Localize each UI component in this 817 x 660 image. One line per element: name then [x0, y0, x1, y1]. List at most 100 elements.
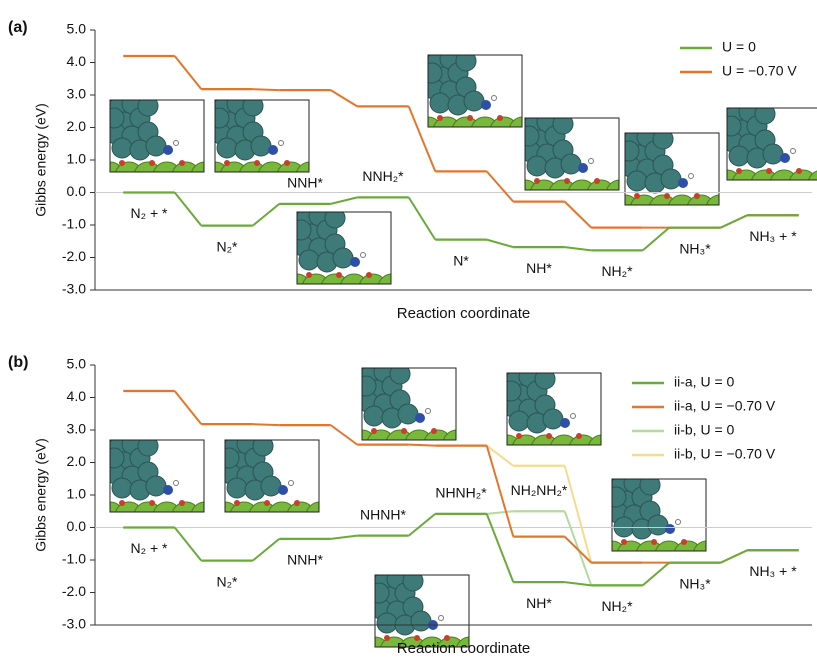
cluster-atom — [398, 404, 418, 424]
connector — [253, 424, 280, 425]
cluster-atom — [627, 171, 647, 191]
h-atom — [426, 409, 431, 414]
h-atom — [492, 96, 497, 101]
cluster-atom — [209, 108, 229, 128]
cluster-atom — [535, 369, 555, 389]
state-label: NNH₂* — [362, 168, 404, 184]
connector — [253, 204, 280, 226]
cluster-atom — [653, 129, 673, 149]
cluster-atom — [501, 381, 521, 401]
cluster-atom — [430, 93, 450, 113]
connector — [409, 514, 436, 536]
support-atom — [693, 541, 721, 569]
cluster-atom — [648, 515, 668, 535]
h-atom — [676, 520, 681, 525]
connector — [487, 171, 514, 201]
cluster-atom — [356, 376, 376, 396]
o-atom — [371, 428, 377, 434]
x-axis-title: Reaction coordinate — [397, 640, 530, 655]
state-label: N₂* — [217, 573, 239, 589]
cluster-atom — [219, 448, 239, 468]
o-atom — [149, 160, 155, 166]
connector — [487, 511, 514, 514]
connector — [175, 56, 202, 89]
o-atom — [254, 160, 260, 166]
cluster-atom — [619, 141, 639, 161]
legend-label: ii-b, U = −0.70 V — [674, 446, 776, 462]
state-label: NNH* — [287, 175, 323, 191]
o-atom — [576, 433, 582, 439]
structure-snapshot — [611, 127, 734, 223]
cluster-atom — [422, 63, 442, 83]
cluster-atom — [543, 409, 563, 429]
cluster-atom — [553, 114, 573, 134]
o-atom — [366, 272, 372, 278]
h-atom — [289, 481, 294, 486]
legend-label: ii-a, U = 0 — [674, 374, 735, 390]
n-atom — [350, 257, 360, 267]
cluster-atom — [138, 96, 158, 116]
o-atom — [534, 178, 540, 184]
y-tick-label: 2.0 — [67, 453, 87, 469]
cluster-atom — [112, 138, 132, 158]
cluster-atom — [104, 448, 124, 468]
n-atom — [665, 524, 675, 534]
o-atom — [546, 433, 552, 439]
cluster-atom — [364, 406, 384, 426]
n-atom — [780, 153, 790, 163]
o-atom — [437, 115, 443, 121]
y-tick-label: 1.0 — [67, 151, 87, 167]
cluster-atom — [606, 487, 626, 507]
structure-snapshot — [283, 206, 406, 302]
n-atom — [415, 413, 425, 423]
connector — [175, 528, 202, 561]
structure-snapshot — [493, 367, 616, 463]
n-atom — [481, 100, 491, 110]
state-label: NH₃* — [679, 240, 711, 256]
cluster-atom — [403, 571, 423, 591]
structure-snapshot — [96, 434, 219, 530]
o-atom — [736, 168, 742, 174]
connector — [409, 197, 436, 239]
y-tick-label: -2.0 — [62, 583, 86, 599]
y-tick-label: 1.0 — [67, 486, 87, 502]
page: (a)Gibbs energy (eV)Reaction coordinate5… — [0, 0, 817, 660]
h-atom — [791, 149, 796, 154]
cluster-atom — [227, 478, 247, 498]
o-atom — [119, 160, 125, 166]
state-label: N* — [453, 252, 469, 268]
structure-snapshot — [713, 102, 817, 198]
cluster-atom — [390, 364, 410, 384]
support-atom — [588, 435, 616, 463]
o-atom — [384, 635, 390, 641]
h-atom — [279, 141, 284, 146]
o-atom — [306, 272, 312, 278]
connector — [487, 240, 514, 247]
y-tick-label: 5.0 — [67, 356, 87, 372]
support-atom — [191, 502, 219, 530]
h-atom — [174, 481, 179, 486]
support-atom — [378, 274, 406, 302]
connector — [721, 215, 748, 227]
structure-snapshot — [96, 94, 219, 190]
state-label: NHNH* — [360, 506, 406, 522]
connector — [331, 197, 358, 204]
connector — [643, 228, 670, 251]
cluster-atom — [138, 436, 158, 456]
connector — [409, 445, 436, 446]
n-atom — [268, 145, 278, 155]
connector — [331, 536, 358, 539]
cluster-atom — [519, 126, 539, 146]
n-atom — [560, 418, 570, 428]
cluster-atom — [377, 613, 397, 633]
h-atom — [174, 141, 179, 146]
cluster-atom — [369, 583, 389, 603]
state-label: NH* — [526, 260, 552, 276]
o-atom — [651, 539, 657, 545]
state-label: NHNH₂* — [435, 485, 487, 501]
h-atom — [689, 174, 694, 179]
cluster-atom — [243, 96, 263, 116]
n-atom — [678, 178, 688, 188]
y-tick-label: 0.0 — [67, 518, 87, 534]
state-label: N₂* — [217, 238, 239, 254]
